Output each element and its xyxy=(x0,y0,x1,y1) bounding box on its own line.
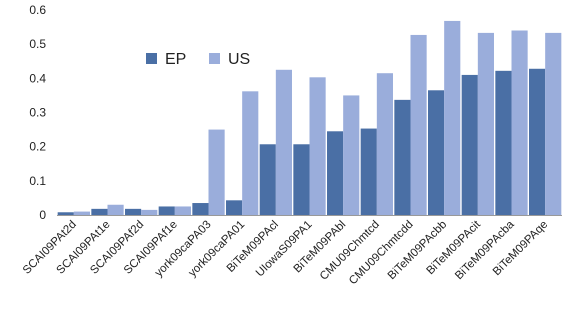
bar-us-SCAI09PAf2d xyxy=(141,209,158,216)
bar-ep-CMU09Chmtcd xyxy=(360,128,377,215)
bar-us-BiTeM09PAcbb xyxy=(444,20,461,216)
bar-us-BiTeM09PAcba xyxy=(511,30,528,215)
bar-ep-UIowaS09PA1 xyxy=(293,144,310,215)
bars xyxy=(57,20,562,216)
bar-ep-BiTeM09PAbl xyxy=(327,131,344,215)
x-axis-tick-labels: SCAI09PAt2dSCAI09PAt1eSCAI09PAf2dSCAI09P… xyxy=(21,218,550,287)
bar-ep-BiTeM09PAcba xyxy=(495,70,512,215)
bar-us-BiTeM09PAbl xyxy=(343,95,360,215)
bar-us-UIowaS09PA1 xyxy=(309,77,326,215)
y-tick-label: 0.5 xyxy=(29,37,46,51)
legend: EP US xyxy=(146,51,250,68)
legend-label-ep: EP xyxy=(165,51,186,68)
bar-ep-SCAI09PAt2d xyxy=(57,212,74,215)
bar-us-BiTeM09PAcl xyxy=(275,69,292,215)
y-tick-label: 0 xyxy=(39,208,46,222)
bar-ep-SCAI09PAf2d xyxy=(125,208,142,215)
bar-ep-BiTeM09PAcbb xyxy=(428,90,445,215)
x-tick-label: BiTeM09PAcbb xyxy=(386,219,449,282)
bar-ep-york09caPA03 xyxy=(192,203,209,215)
bar-us-SCAI09PAt2d xyxy=(73,211,90,215)
bar-ep-CMU09Chmtcdd xyxy=(394,99,411,215)
bar-us-BiTeM09PAqe xyxy=(545,32,562,215)
legend-swatch-ep xyxy=(146,53,157,64)
bar-ep-york09caPA01 xyxy=(226,200,243,215)
bar-ep-BiTeM09PAcl xyxy=(259,144,276,215)
y-tick-label: 0.4 xyxy=(29,71,46,85)
bar-ep-SCAI09PAf1e xyxy=(158,206,175,215)
y-tick-label: 0.2 xyxy=(29,140,46,154)
y-axis-ticks: 0 0.1 0.2 0.3 0.4 0.5 0.6 xyxy=(29,3,46,222)
bar-us-york09caPA01 xyxy=(242,91,259,215)
bar-us-BiTeM09PAcit xyxy=(477,32,494,215)
y-tick-label: 0.3 xyxy=(29,106,46,120)
legend-label-us: US xyxy=(228,51,250,68)
legend-swatch-us xyxy=(209,53,220,64)
bar-ep-BiTeM09PAqe xyxy=(529,68,546,216)
bar-us-SCAI09PAt1e xyxy=(107,204,124,215)
bar-us-CMU09Chmtcd xyxy=(376,73,393,216)
bar-us-york09caPA03 xyxy=(208,129,225,215)
x-tick-label: BiTeM09PAcba xyxy=(453,218,517,282)
bar-ep-SCAI09PAt1e xyxy=(91,208,108,215)
bar-us-CMU09Chmtcdd xyxy=(410,34,427,215)
y-tick-label: 0.6 xyxy=(29,3,46,17)
bar-us-SCAI09PAf1e xyxy=(174,206,191,215)
bar-ep-BiTeM09PAcit xyxy=(461,74,478,215)
x-tick-label: CMU09Chmtcd xyxy=(318,219,382,283)
y-tick-label: 0.1 xyxy=(29,174,46,188)
